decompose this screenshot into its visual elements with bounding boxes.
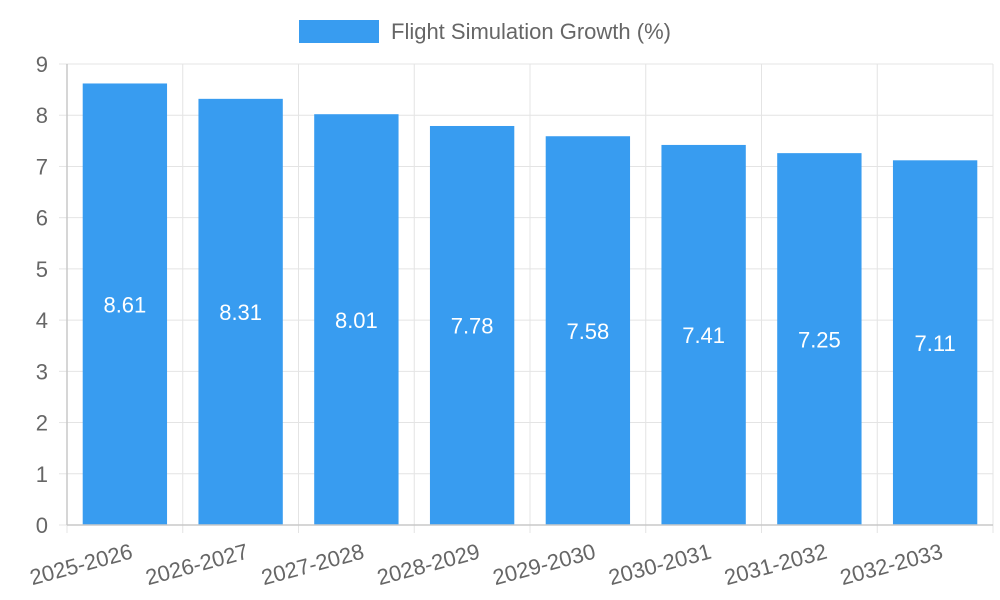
y-tick-label: 8 bbox=[36, 103, 48, 128]
y-tick-label: 0 bbox=[36, 513, 48, 538]
bar-2029-2030[interactable] bbox=[545, 136, 631, 526]
data-label-2032-2033: 7.11 bbox=[915, 331, 956, 356]
data-label-2030-2031: 7.41 bbox=[682, 323, 725, 348]
bar-2025-2026[interactable] bbox=[82, 83, 168, 526]
x-tick-label-2029-2030: 2029-2030 bbox=[490, 539, 598, 590]
bar-2030-2031[interactable] bbox=[661, 144, 746, 526]
y-tick-label: 6 bbox=[36, 206, 48, 231]
axes bbox=[66, 64, 993, 526]
data-label-2028-2029: 7.78 bbox=[451, 314, 494, 339]
legend-swatch bbox=[299, 20, 379, 43]
bar-2026-2027[interactable] bbox=[198, 98, 283, 526]
x-tick-label-2027-2028: 2027-2028 bbox=[259, 539, 367, 590]
data-label-2025-2026: 8.61 bbox=[103, 292, 146, 317]
y-tick-label: 4 bbox=[36, 308, 48, 333]
x-axis-ticks: 2025-2026 2026-2027 2027-2028 2028-2029 2029… bbox=[27, 539, 945, 590]
x-tick-label-2031-2032: 2031-2032 bbox=[722, 539, 830, 590]
bar-2027-2028[interactable] bbox=[314, 114, 399, 526]
y-tick-label: 1 bbox=[36, 462, 48, 487]
data-label-2027-2028: 8.01 bbox=[335, 308, 378, 333]
y-tick-label: 3 bbox=[36, 359, 48, 384]
x-tick-label-2032-2033: 2032-2033 bbox=[837, 539, 945, 590]
x-tick-label-2030-2031: 2030-2031 bbox=[606, 539, 714, 590]
bar-2032-2033[interactable] bbox=[892, 160, 978, 526]
bar-2031-2032[interactable] bbox=[777, 153, 862, 526]
y-tick-label: 7 bbox=[36, 154, 48, 179]
chart-legend[interactable]: Flight Simulation Growth (%) bbox=[299, 19, 671, 44]
y-tick-label: 5 bbox=[36, 257, 48, 282]
data-label-2029-2030: 7.58 bbox=[566, 319, 609, 344]
data-label-2026-2027: 8.31 bbox=[219, 300, 262, 325]
y-axis-ticks: 0 1 2 3 4 5 6 7 8 9 bbox=[36, 52, 48, 538]
x-tick-label-2028-2029: 2028-2029 bbox=[374, 539, 482, 590]
y-tick-label: 2 bbox=[36, 411, 48, 436]
y-tick-label: 9 bbox=[36, 52, 48, 77]
data-label-2031-2032: 7.25 bbox=[798, 327, 841, 352]
x-tick-label-2025-2026: 2025-2026 bbox=[27, 539, 135, 590]
bar-2028-2029[interactable] bbox=[429, 125, 515, 526]
data-labels: 8.61 8.31 8.01 7.78 7.58 7.41 7.25 7.11 bbox=[103, 292, 955, 355]
bars bbox=[82, 83, 978, 526]
legend-label: Flight Simulation Growth (%) bbox=[391, 19, 671, 44]
x-tick-label-2026-2027: 2026-2027 bbox=[143, 539, 251, 590]
